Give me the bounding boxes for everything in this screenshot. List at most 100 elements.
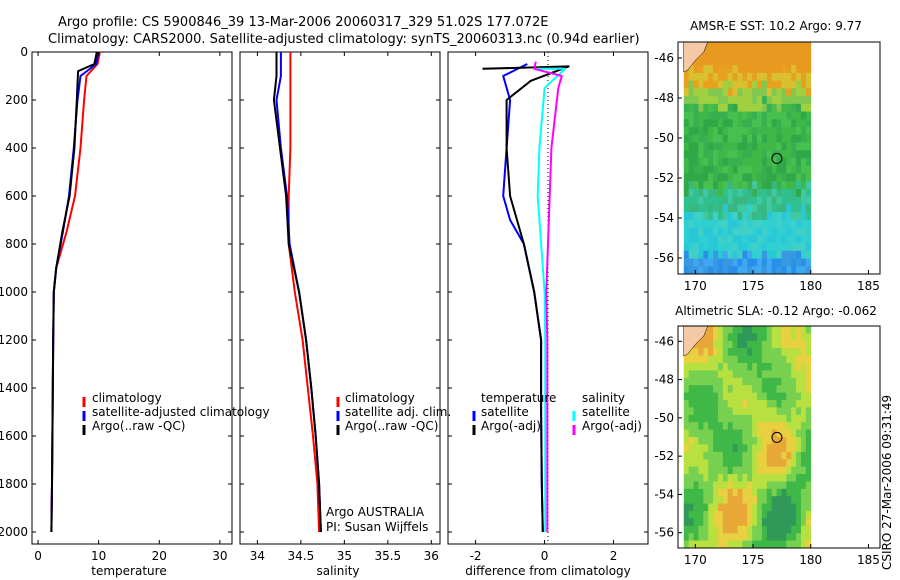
sla-cell [752,525,758,534]
sst-cell [796,266,802,275]
sst-cell [781,134,787,143]
sst-cell [757,181,763,190]
sla-cell [688,392,694,401]
sla-cell [722,540,729,549]
sla-cell [796,466,802,475]
sst-cell [781,227,787,236]
sla-cell [708,370,714,379]
sst-cell [708,196,714,205]
sst-cell [722,65,729,74]
sst-cell [776,204,782,213]
sst-cell [805,204,812,213]
sla-cell [683,518,690,527]
sst-cell [800,165,807,174]
sst-cell [796,235,802,244]
sla-cell [693,429,699,438]
sst-cell [791,243,797,252]
sla-cell [722,496,729,504]
sst-cell [761,49,768,58]
sla-cell [771,407,777,416]
sst-cell [683,258,690,267]
sst-cell [786,127,792,136]
sst-cell [698,243,704,252]
sla-cell [800,414,807,423]
sla-cell [752,363,758,371]
sla-cell [693,340,699,349]
sla-cell [693,451,699,460]
sla-cell [732,392,738,401]
sla-cell [771,451,777,460]
sla-cell [752,444,758,453]
sst-cell [708,250,714,259]
sla-cell [698,355,704,364]
sst-cell [800,219,807,228]
sst-cell [717,181,724,190]
sst-cell [693,212,699,221]
figure-title-line1: Argo profile: CS 5900846_39 13-Mar-2006 … [58,15,548,30]
sst-cell [771,258,777,267]
sla-cell [708,392,714,401]
sla-cell [698,385,704,393]
sst-cell [683,266,690,275]
sst-cell [791,196,797,205]
sla-cell [742,496,748,504]
sla-cell [796,459,802,467]
sst-cell [722,134,729,143]
sst-cell [703,173,709,182]
sst-cell [786,142,792,151]
sla-cell [781,429,787,438]
sla-cell [800,326,807,334]
sst-cell [732,173,738,182]
sla-cell [742,525,748,534]
sla-cell [791,474,797,482]
sst-cell [771,196,777,205]
sst-cell [688,165,694,174]
sla-cell [796,355,802,364]
sla-cell [776,414,782,423]
sst-cell [683,212,690,221]
sst-cell [683,119,690,128]
sst-cell [761,181,768,190]
sst-cell [805,250,812,259]
sst-cell [737,250,743,259]
sst-cell [722,258,729,267]
sla-cell [717,525,724,534]
sla-cell [688,533,694,541]
sst-cell [781,127,787,136]
sst-cell [732,57,738,66]
sst-cell [727,266,733,275]
sst-cell [805,80,812,89]
sst-cell [737,173,743,182]
sst-cell [776,227,782,236]
sst-cell [732,119,738,128]
sst-cell [761,204,768,213]
sla-cell [683,422,690,430]
sst-cell [786,181,792,190]
sla-cell [771,444,777,453]
sla-cell [771,333,777,342]
sla-cell [708,348,714,356]
sla-cell [781,511,787,519]
sst-cell [752,219,758,228]
sst-cell [776,42,782,51]
sst-cell [727,250,733,259]
sst-cell [786,103,792,112]
sst-cell [727,243,733,252]
sla-cell [761,481,768,490]
sla-cell [742,481,748,490]
sla-cell [708,333,714,342]
sla-cell [737,511,743,519]
sla-cell [683,474,690,482]
sst-x-tick-label-3: 185 [857,279,880,293]
sst-cell [776,258,782,267]
sst-cell [771,173,777,182]
sst-cell [781,212,787,221]
sst-cell [737,65,743,74]
sst-cell [766,235,773,244]
pi-label: PI: Susan Wijffels [326,520,428,534]
sla-cell [742,511,748,519]
sst-cell [727,227,733,236]
series-line-difference-0 [502,63,544,533]
sst-cell [698,165,704,174]
x-tick-label-difference-0: -2 [470,549,482,563]
